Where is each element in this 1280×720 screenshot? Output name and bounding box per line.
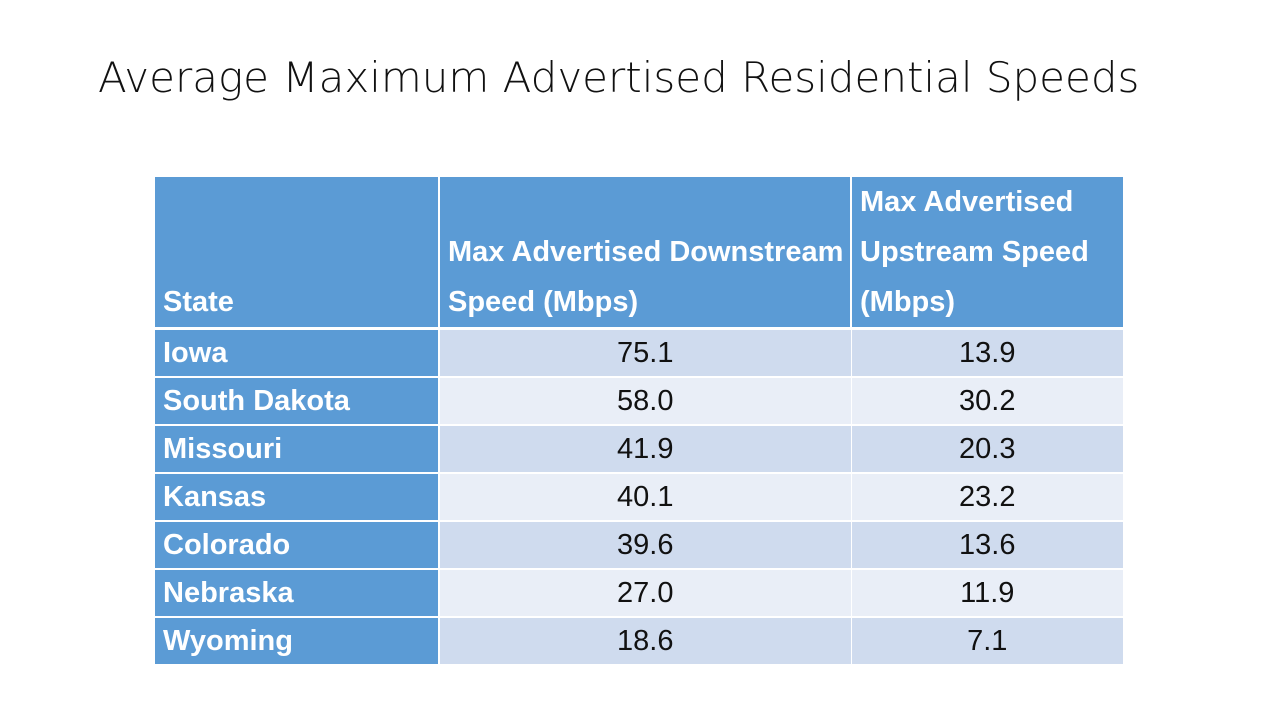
table-row: Iowa 75.1 13.9 — [155, 328, 1123, 378]
speeds-table: State Max Advertised Downstream Speed (M… — [155, 177, 1123, 666]
table-row: Kansas 40.1 23.2 — [155, 473, 1123, 522]
downstream-cell: 18.6 — [439, 617, 852, 666]
header-downstream-label: Max Advertised Downstream Speed (Mbps) — [448, 236, 844, 318]
downstream-cell: 39.6 — [439, 521, 852, 570]
state-cell: Nebraska — [155, 569, 440, 618]
state-cell: South Dakota — [155, 377, 440, 426]
upstream-cell: 13.9 — [851, 328, 1123, 378]
header-upstream: Max Advertised Upstream Speed (Mbps) — [851, 177, 1123, 330]
header-state: State — [155, 177, 440, 330]
header-upstream-label: Max Advertised Upstream Speed (Mbps) — [860, 186, 1089, 318]
upstream-cell: 30.2 — [851, 377, 1123, 426]
table-row: Missouri 41.9 20.3 — [155, 425, 1123, 474]
downstream-cell: 40.1 — [439, 473, 852, 522]
table-header-row: State Max Advertised Downstream Speed (M… — [155, 177, 1123, 330]
upstream-cell: 20.3 — [851, 425, 1123, 474]
downstream-cell: 27.0 — [439, 569, 852, 618]
upstream-cell: 13.6 — [851, 521, 1123, 570]
slide-title: Average Maximum Advertised Residential S… — [98, 53, 1140, 102]
table-row: South Dakota 58.0 30.2 — [155, 377, 1123, 426]
state-cell: Iowa — [155, 328, 440, 378]
state-cell: Kansas — [155, 473, 440, 522]
upstream-cell: 7.1 — [851, 617, 1123, 666]
table-row: Wyoming 18.6 7.1 — [155, 617, 1123, 666]
downstream-cell: 41.9 — [439, 425, 852, 474]
upstream-cell: 23.2 — [851, 473, 1123, 522]
table-row: Colorado 39.6 13.6 — [155, 521, 1123, 570]
downstream-cell: 75.1 — [439, 328, 852, 378]
state-cell: Missouri — [155, 425, 440, 474]
header-downstream: Max Advertised Downstream Speed (Mbps) — [439, 177, 852, 330]
downstream-cell: 58.0 — [439, 377, 852, 426]
table-row: Nebraska 27.0 11.9 — [155, 569, 1123, 618]
header-state-label: State — [163, 286, 234, 318]
state-cell: Colorado — [155, 521, 440, 570]
upstream-cell: 11.9 — [851, 569, 1123, 618]
state-cell: Wyoming — [155, 617, 440, 666]
